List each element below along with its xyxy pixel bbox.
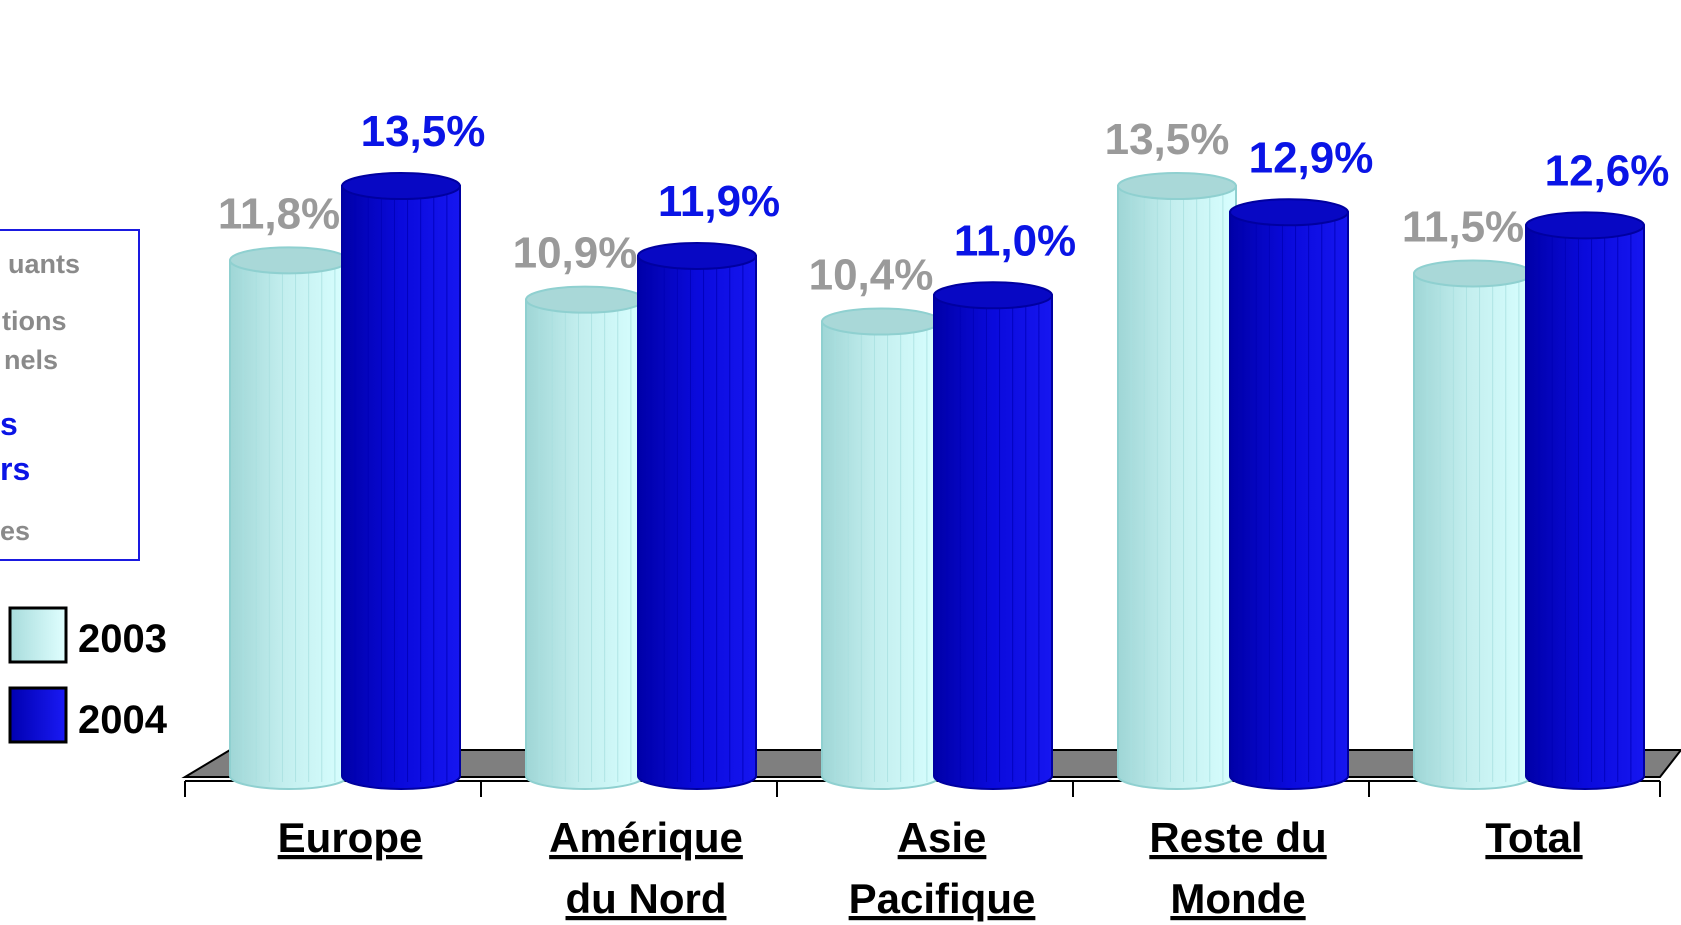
bar-top-cap	[1229, 198, 1349, 227]
overlay-fragment-3: nels	[4, 345, 58, 375]
value-label-2003-0: 11,8%	[218, 189, 340, 238]
bar-2004-1	[637, 241, 757, 790]
bar-body	[1413, 272, 1533, 790]
bar-top-cap	[933, 281, 1053, 310]
x-axis-ticks	[184, 781, 1661, 797]
category-label-2-0: Asie	[898, 814, 987, 861]
legend-swatch-2004	[8, 686, 68, 744]
overlay-box-frame	[0, 229, 140, 561]
bar-top-cap	[525, 285, 645, 314]
bar-top-cap	[637, 241, 757, 270]
overlay-fragment-4: s	[0, 406, 18, 442]
bar-body	[637, 254, 757, 790]
bar-top-cap	[1525, 211, 1645, 240]
bar-body	[1525, 224, 1645, 790]
category-labels-group: Europe Amérique du Nord Asie Pacifique Reste …	[278, 814, 1583, 922]
bar-top-cap	[1413, 259, 1533, 288]
bar-2003-3	[1117, 172, 1237, 790]
bar-body	[341, 185, 461, 790]
bar-top-cap	[1117, 172, 1237, 201]
category-label-3-0: Reste du	[1149, 814, 1326, 861]
overlay-fragment-6: es	[0, 516, 30, 546]
value-label-2004-1: 11,9%	[658, 177, 780, 226]
bar-2004-4	[1525, 211, 1645, 790]
category-label-1-0: Amérique	[549, 814, 743, 861]
value-label-2003-1: 10,9%	[513, 229, 638, 278]
bar-2003-4	[1413, 259, 1533, 790]
legend: 2003 2004	[8, 606, 168, 744]
category-label-0-0: Europe	[278, 814, 423, 861]
bar-top-cap	[229, 246, 349, 275]
bar-2004-3	[1229, 198, 1349, 790]
bar-2003-1	[525, 285, 645, 790]
bar-body	[229, 259, 349, 790]
value-label-2003-3: 13,5%	[1105, 115, 1230, 164]
value-label-2003-4: 11,5%	[1402, 202, 1524, 251]
bar-body	[933, 294, 1053, 790]
category-label-3-1: Monde	[1170, 875, 1305, 922]
overlay-fragment-5: rs	[0, 451, 30, 487]
value-label-2004-3: 12,9%	[1249, 133, 1374, 182]
value-label-2004-0: 13,5%	[361, 107, 486, 156]
bar-body	[1229, 211, 1349, 790]
legend-label-2004: 2004	[78, 698, 168, 742]
bar-top-cap	[821, 307, 941, 336]
bar-body	[821, 320, 941, 790]
category-label-1-1: du Nord	[566, 875, 727, 922]
bar-top-cap	[341, 172, 461, 201]
bar-2004-0	[341, 172, 461, 790]
overlay-fragment-2: tions	[2, 306, 67, 336]
category-label-4-0: Total	[1485, 814, 1582, 861]
overlay-fragment-1: uants	[8, 249, 80, 279]
legend-swatch-2003	[8, 606, 68, 664]
bar-body	[525, 298, 645, 790]
category-label-2-1: Pacifique	[849, 875, 1036, 922]
bar-2003-2	[821, 307, 941, 790]
legend-label-2003: 2003	[78, 617, 167, 661]
value-label-2004-2: 11,0%	[954, 216, 1076, 265]
overlay-box: uants tions nels s rs es	[0, 229, 140, 561]
value-label-2003-2: 10,4%	[809, 251, 934, 300]
bar-2004-2	[933, 281, 1053, 790]
value-labels-group: 11,8% 13,5% 10,9% 11,9% 10,4% 11,0% 13,5% 12,9%…	[218, 107, 1670, 299]
bar-body	[1117, 185, 1237, 790]
bars-group	[229, 172, 1645, 790]
value-label-2004-4: 12,6%	[1545, 146, 1670, 195]
bar-2003-0	[229, 246, 349, 790]
